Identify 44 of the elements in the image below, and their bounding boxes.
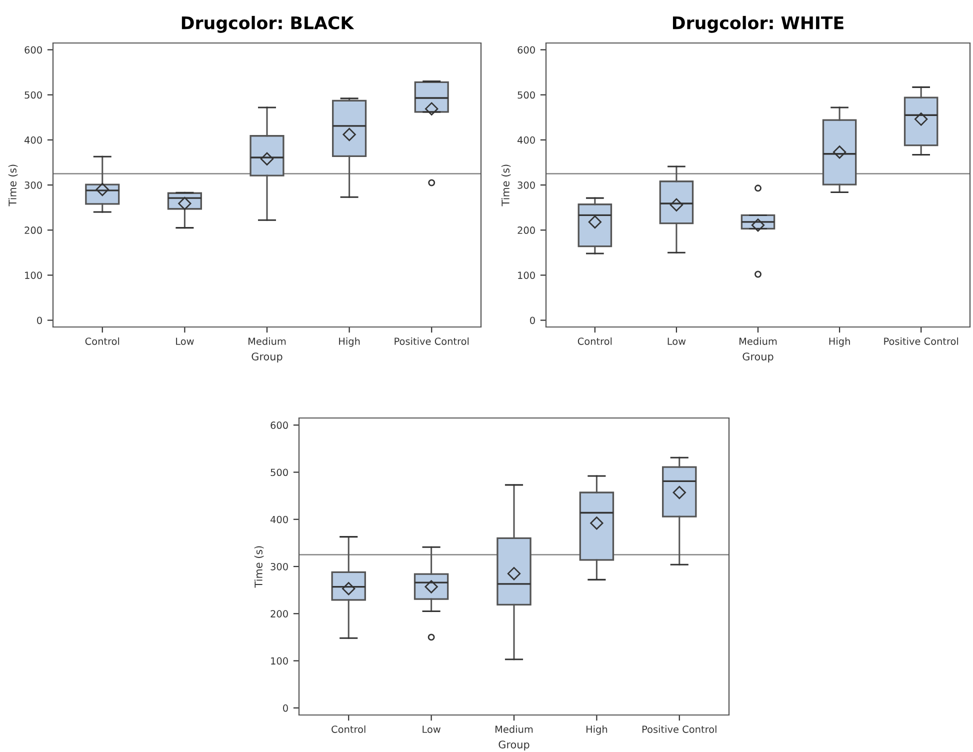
y-tick-label: 100	[518, 272, 535, 279]
y-tick-label: 300	[518, 181, 535, 189]
y-tick-label: 600	[270, 422, 288, 429]
chart-title: Drugcolor: BLACK	[182, 16, 354, 33]
x-tick-label: Medium	[740, 337, 777, 345]
x-axis-title: Group	[742, 352, 774, 362]
y-tick-label: 400	[518, 136, 535, 144]
y-tick-label: 100	[25, 272, 42, 279]
y-tick-label: 0	[37, 316, 42, 324]
y-tick-label: 200	[270, 610, 288, 618]
x-tick-label: Positive Control	[884, 337, 958, 345]
x-tick-label: Medium	[496, 725, 533, 733]
x-tick-label: Positive Control	[394, 337, 469, 345]
x-tick-label: High	[339, 337, 360, 347]
x-tick-label: Positive Control	[642, 725, 716, 733]
chart-title: Drugcolor: WHITE	[672, 16, 844, 33]
x-axis-title: Group	[252, 352, 282, 362]
y-axis-title: Time (s)	[8, 164, 18, 206]
y-tick-label: 0	[283, 704, 288, 712]
x-tick-label: High	[829, 337, 850, 347]
y-axis-title: Time (s)	[501, 164, 511, 206]
x-tick-label: Low	[422, 726, 440, 733]
y-tick-label: 400	[24, 136, 42, 144]
x-axis-title: Group	[498, 740, 530, 750]
x-tick-label: High	[586, 725, 608, 735]
y-tick-label: 500	[270, 468, 288, 476]
x-tick-label: Low	[668, 338, 686, 345]
y-tick-label: 500	[24, 91, 42, 99]
y-tick-label: 0	[530, 316, 535, 324]
y-axis-title: Time (s)	[254, 546, 264, 588]
y-tick-label: 400	[270, 516, 288, 524]
y-tick-label: 300	[24, 181, 42, 189]
x-tick-label: Control	[85, 337, 120, 345]
y-tick-label: 200	[24, 226, 42, 234]
x-tick-label: Low	[176, 338, 194, 345]
x-tick-label: Medium	[248, 337, 286, 345]
y-tick-label: 600	[518, 46, 535, 54]
y-tick-label: 500	[518, 91, 535, 99]
y-tick-label: 300	[270, 562, 288, 570]
y-tick-label: 100	[271, 657, 288, 665]
x-tick-label: Control	[332, 725, 366, 733]
x-tick-label: Control	[578, 337, 612, 345]
y-tick-label: 200	[518, 226, 535, 234]
y-tick-label: 600	[24, 46, 42, 54]
